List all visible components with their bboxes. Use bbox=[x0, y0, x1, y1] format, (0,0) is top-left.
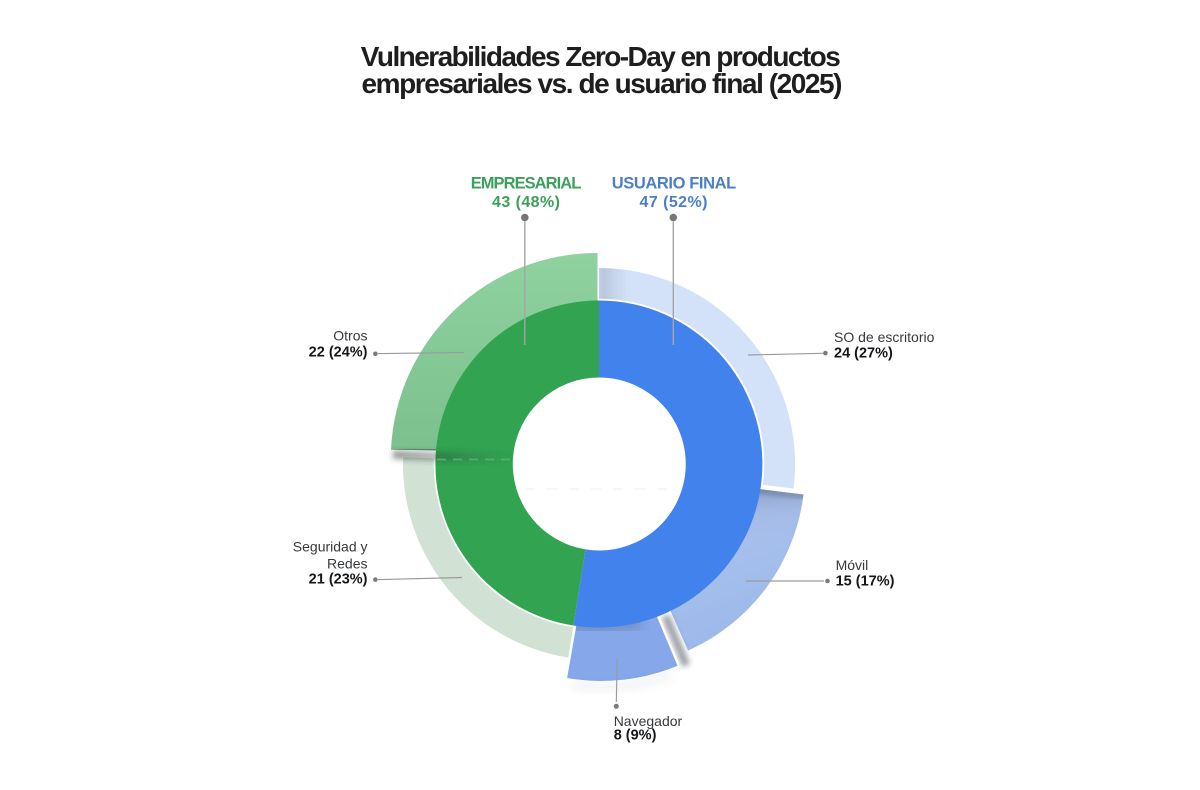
svg-text:Navegador: Navegador bbox=[614, 713, 683, 729]
svg-text:Otros: Otros bbox=[333, 327, 367, 343]
svg-text:21 (23%): 21 (23%) bbox=[309, 572, 368, 588]
svg-text:Redes: Redes bbox=[327, 556, 367, 572]
svg-text:15 (17%): 15 (17%) bbox=[836, 574, 895, 590]
svg-text:empresariales vs. de usuario f: empresariales vs. de usuario final (2025… bbox=[362, 68, 843, 99]
svg-text:22 (24%): 22 (24%) bbox=[309, 345, 368, 361]
svg-text:SO de escritorio: SO de escritorio bbox=[834, 329, 935, 345]
svg-text:47 (52%): 47 (52%) bbox=[640, 194, 708, 211]
svg-text:EMPRESARIAL: EMPRESARIAL bbox=[471, 174, 582, 192]
svg-text:Seguridad y: Seguridad y bbox=[293, 539, 368, 555]
svg-text:USUARIO FINAL: USUARIO FINAL bbox=[612, 174, 736, 192]
svg-text:43 (48%): 43 (48%) bbox=[492, 194, 560, 211]
svg-text:8 (9%): 8 (9%) bbox=[614, 728, 657, 744]
svg-text:Móvil: Móvil bbox=[836, 557, 869, 573]
svg-text:Vulnerabilidades Zero-Day en p: Vulnerabilidades Zero-Day en productos bbox=[361, 41, 841, 72]
svg-text:24 (27%): 24 (27%) bbox=[834, 346, 893, 362]
